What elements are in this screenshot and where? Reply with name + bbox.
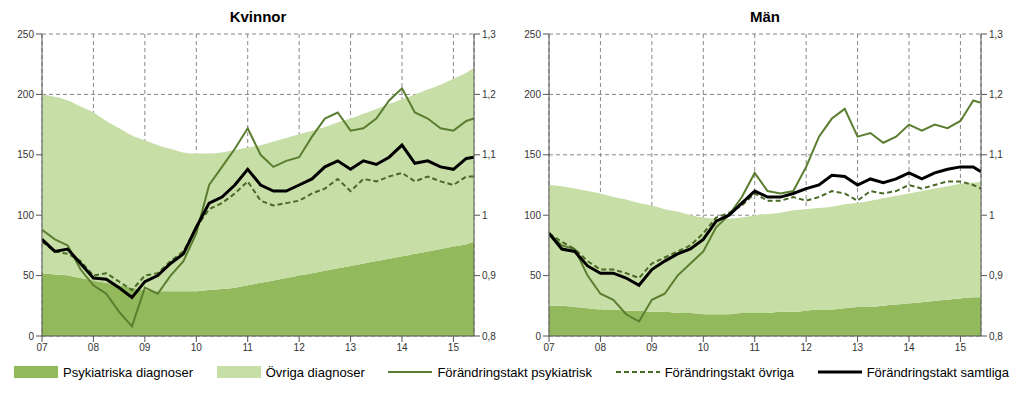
svg-text:15: 15 (448, 342, 460, 353)
svg-text:07: 07 (543, 342, 555, 353)
svg-text:10: 10 (698, 342, 710, 353)
svg-text:200: 200 (17, 89, 34, 100)
svg-text:1,2: 1,2 (482, 89, 496, 100)
html-text:Psykiatriska diagnoser: Psykiatriska diagnoser (63, 364, 194, 380)
svg-text:200: 200 (524, 89, 541, 100)
svg-text:250: 250 (524, 29, 541, 40)
svg-text:07: 07 (36, 342, 48, 353)
svg-text:1,1: 1,1 (482, 149, 496, 160)
svg-text:12: 12 (801, 342, 813, 353)
svg-text:0,8: 0,8 (482, 331, 496, 342)
svg-text:11: 11 (243, 342, 254, 353)
svg-text:100: 100 (524, 210, 541, 221)
svg-text:1,3: 1,3 (989, 29, 1003, 40)
svg-text:13: 13 (852, 342, 864, 353)
html-text:Män: Män (750, 8, 780, 25)
svg-text:150: 150 (524, 149, 541, 160)
svg-text:14: 14 (396, 342, 408, 353)
svg-text:15: 15 (955, 342, 967, 353)
svg-text:1,3: 1,3 (482, 29, 496, 40)
svg-text:13: 13 (345, 342, 357, 353)
html-text:Övriga diagnoser: Övriga diagnoser (265, 364, 365, 380)
svg-text:1: 1 (989, 210, 995, 221)
svg-text:08: 08 (88, 342, 100, 353)
svg-text:14: 14 (903, 342, 915, 353)
svg-text:0,8: 0,8 (989, 331, 1003, 342)
svg-text:09: 09 (139, 342, 151, 353)
html-text:Förändringstakt övriga: Förändringstakt övriga (664, 364, 794, 380)
svg-text:12: 12 (294, 342, 306, 353)
svg-text:1,1: 1,1 (989, 149, 1003, 160)
svg-text:0: 0 (535, 331, 541, 342)
svg-text:10: 10 (191, 342, 203, 353)
svg-text:0: 0 (28, 331, 34, 342)
svg-text:0,9: 0,9 (989, 270, 1003, 281)
svg-text:50: 50 (530, 270, 542, 281)
svg-text:50: 50 (23, 270, 35, 281)
svg-text:09: 09 (646, 342, 658, 353)
svg-text:150: 150 (17, 149, 34, 160)
html-text:Förändringstakt psykiatrisk: Förändringstakt psykiatrisk (437, 364, 592, 380)
svg-text:1: 1 (482, 210, 488, 221)
svg-text:250: 250 (17, 29, 34, 40)
svg-text:11: 11 (750, 342, 761, 353)
svg-text:0,9: 0,9 (482, 270, 496, 281)
html-text:Förändringstakt samtliga: Förändringstakt samtliga (866, 364, 1009, 380)
svg-text:1,2: 1,2 (989, 89, 1003, 100)
svg-text:08: 08 (595, 342, 607, 353)
svg-text:100: 100 (17, 210, 34, 221)
html-text:Kvinnor: Kvinnor (229, 8, 287, 25)
